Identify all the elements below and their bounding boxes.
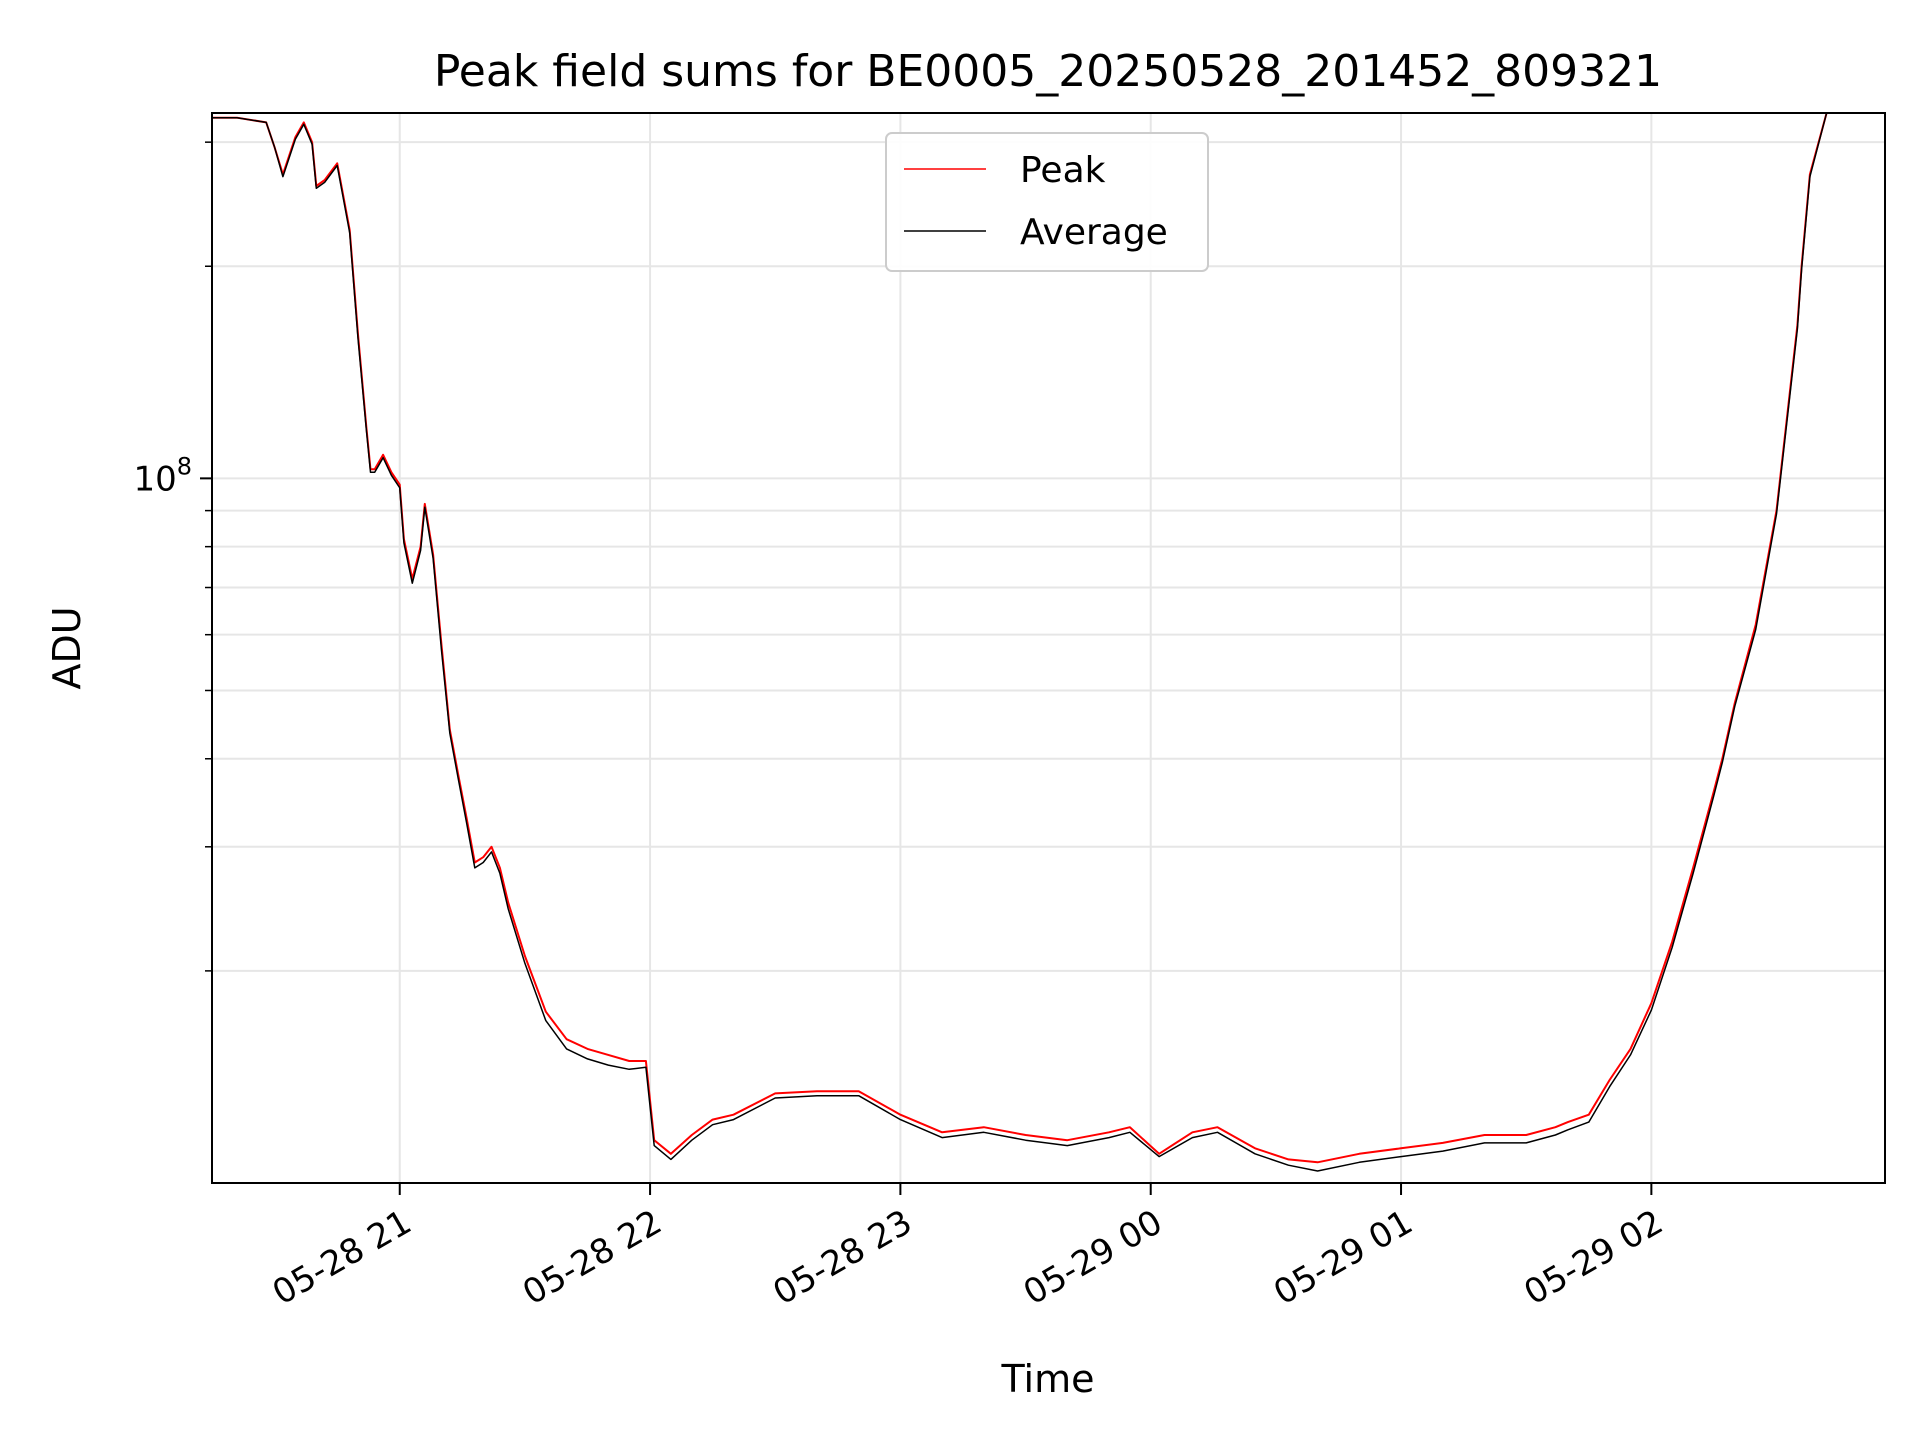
series-layer [212, 113, 1885, 1172]
y-tick-label-exponent: 8 [177, 452, 192, 480]
y-tick-label: 108 [133, 452, 192, 499]
y-axis-label: ADU [45, 606, 89, 689]
x-axis-label: Time [1001, 1357, 1095, 1401]
y-tick-label-base: 10 [133, 459, 176, 499]
legend: Peak Average [885, 132, 1209, 272]
legend-box [885, 132, 1209, 272]
legend-label-average: Average [1020, 212, 1168, 253]
series-line-average [212, 113, 1885, 1172]
y-axis: 108 [133, 141, 212, 972]
chart-title: Peak field sums for BE0005_20250528_2014… [434, 46, 1662, 97]
legend-label-peak: Peak [1020, 150, 1106, 191]
plot-frame [211, 112, 1886, 1184]
